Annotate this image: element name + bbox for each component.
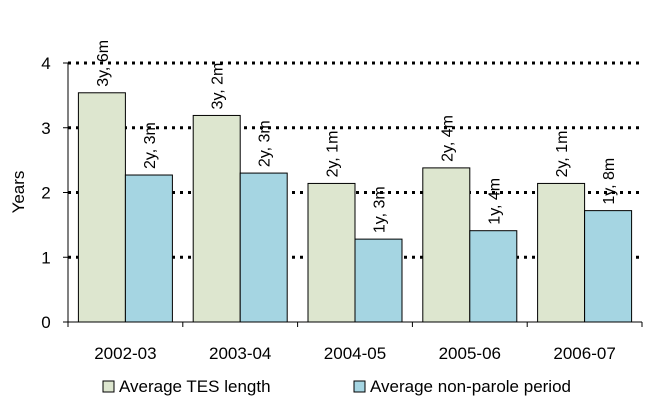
bar-non-parole-period	[124, 174, 173, 323]
x-tick-label: 2003-04	[209, 344, 271, 363]
bar-tes-length	[77, 92, 126, 323]
data-label: 2y, 3m	[142, 122, 159, 169]
bar-non-parole-period	[584, 210, 633, 323]
bar-tes-length	[192, 114, 241, 323]
data-label: 3y, 2m	[210, 63, 227, 110]
legend-label: Average TES length	[119, 377, 271, 396]
data-label: 1y, 4m	[486, 178, 503, 225]
data-label: 1y, 8m	[601, 158, 618, 205]
data-label: 2y, 1m	[554, 131, 571, 178]
y-tick-label: 1	[41, 248, 50, 267]
bar-non-parole-period	[239, 172, 288, 323]
legend: Average TES length Average non-parole per…	[102, 377, 571, 396]
x-tick-label: 2004-05	[324, 344, 386, 363]
data-label: 2y, 3m	[257, 120, 274, 167]
x-tick-labels: 2002-03 2003-04 2004-05 2005-06 2006-07	[94, 344, 616, 363]
y-tick-label: 0	[41, 313, 50, 332]
legend-label: Average non-parole period	[370, 377, 571, 396]
x-tick-label: 2002-03	[94, 344, 156, 363]
bar-tes-length	[537, 182, 586, 323]
legend-swatch	[102, 380, 115, 393]
y-tick-label: 3	[41, 119, 50, 138]
data-label: 3y, 6m	[95, 40, 112, 87]
data-label: 2y, 1m	[325, 131, 342, 178]
bar-tes-length	[307, 182, 356, 323]
data-labels: 3y, 6m 2y, 3m 3y, 2m 2y, 3m 2y, 1m 1y, 3m 2y, …	[95, 40, 618, 233]
bar-non-parole-period	[469, 230, 518, 323]
bar-non-parole-period	[354, 238, 403, 323]
y-tick-label: 4	[41, 54, 50, 73]
y-tick-label: 2	[41, 184, 50, 203]
y-axis-title: Years	[9, 171, 28, 214]
data-label: 2y, 4m	[439, 115, 456, 162]
axes	[63, 62, 643, 327]
y-tick-labels: 0 1 2 3 4	[41, 54, 50, 332]
data-label: 1y, 3m	[372, 186, 389, 233]
legend-swatch	[353, 380, 366, 393]
x-tick-label: 2006-07	[553, 344, 615, 363]
x-tick-label: 2005-06	[439, 344, 501, 363]
bar-tes-length	[422, 167, 471, 323]
bars	[77, 92, 633, 323]
